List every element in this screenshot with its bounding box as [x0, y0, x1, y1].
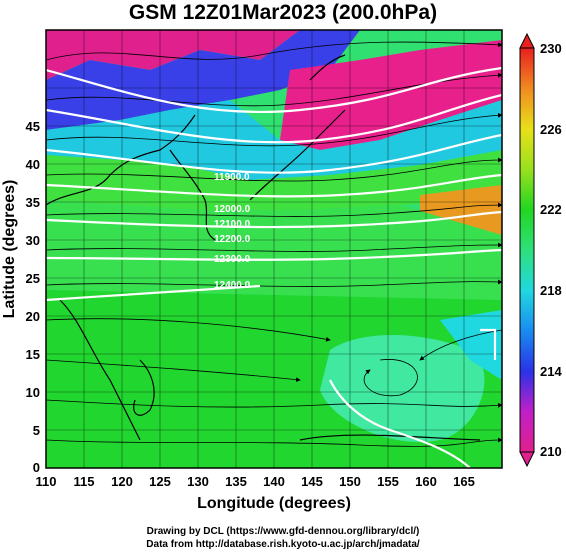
y-tick-label: 5: [33, 423, 40, 438]
streamlines: [46, 41, 502, 447]
x-tick-label: 150: [339, 474, 361, 489]
colorbar-tick-label: 214: [540, 364, 562, 379]
colorbar-tick-label: 222: [540, 202, 562, 217]
map-title: GSM 12Z01Mar2023 (200.0hPa): [128, 1, 438, 24]
x-axis: 110 115 120 125 130 135 140 145 150 155 …: [36, 474, 475, 512]
credit-data: Data from http://database.rish.kyoto-u.a…: [146, 539, 420, 550]
credit-drawing: Drawing by DCL (https://www.gfd-dennou.o…: [146, 526, 420, 537]
colorbar-tick-label: 210: [540, 444, 562, 459]
y-tick-label: 10: [26, 385, 40, 400]
y-tick-label: 15: [26, 347, 40, 362]
y-tick-label: 45: [26, 119, 40, 134]
x-tick-label: 145: [301, 474, 323, 489]
y-axis: 0 5 10 15 20 25 30 35 40 45 Latitude (de…: [1, 119, 40, 475]
x-tick-label: 135: [225, 474, 247, 489]
x-tick-label: 125: [149, 474, 171, 489]
contour-label: 11900.0: [214, 172, 250, 183]
x-axis-title: Longitude (degrees): [197, 495, 351, 512]
plot-area: [46, 30, 502, 468]
y-tick-label: 20: [26, 309, 40, 324]
x-tick-label: 155: [377, 474, 399, 489]
colorbar-bottom-arrow: [519, 451, 535, 468]
x-tick-label: 115: [74, 474, 95, 489]
y-tick-label: 25: [26, 271, 40, 286]
colorbar-tick-label: 230: [540, 41, 562, 56]
colorbar-tick-label: 218: [540, 283, 562, 298]
colorbar-tick-label: 226: [540, 122, 562, 137]
colorbar-top-arrow: [519, 32, 535, 49]
colorbar-scale: [519, 47, 535, 453]
x-tick-label: 165: [453, 474, 475, 489]
colorbar: 210 214 218 222 226 230: [519, 32, 562, 468]
contour-label: 12100.0: [214, 219, 251, 230]
x-tick-label: 160: [415, 474, 437, 489]
contour-label: 12200.0: [214, 234, 251, 245]
x-tick-label: 110: [36, 474, 57, 489]
y-tick-label: 40: [26, 157, 40, 172]
contour-labels: 11900.0 12000.0 12100.0 12200.0 12300.0 …: [214, 172, 251, 291]
contour-label: 12300.0: [214, 254, 251, 265]
y-tick-label: 30: [26, 233, 40, 248]
contour-label: 12400.0: [214, 280, 251, 291]
y-axis-title: Latitude (degrees): [1, 180, 18, 319]
y-tick-label: 35: [26, 195, 40, 210]
height-contours: [46, 66, 502, 468]
x-tick-label: 140: [263, 474, 285, 489]
x-tick-label: 130: [187, 474, 209, 489]
plot-frame: [45, 29, 503, 469]
contour-label: 12000.0: [214, 204, 251, 215]
x-tick-label: 120: [111, 474, 133, 489]
y-tick-label: 0: [33, 460, 40, 475]
